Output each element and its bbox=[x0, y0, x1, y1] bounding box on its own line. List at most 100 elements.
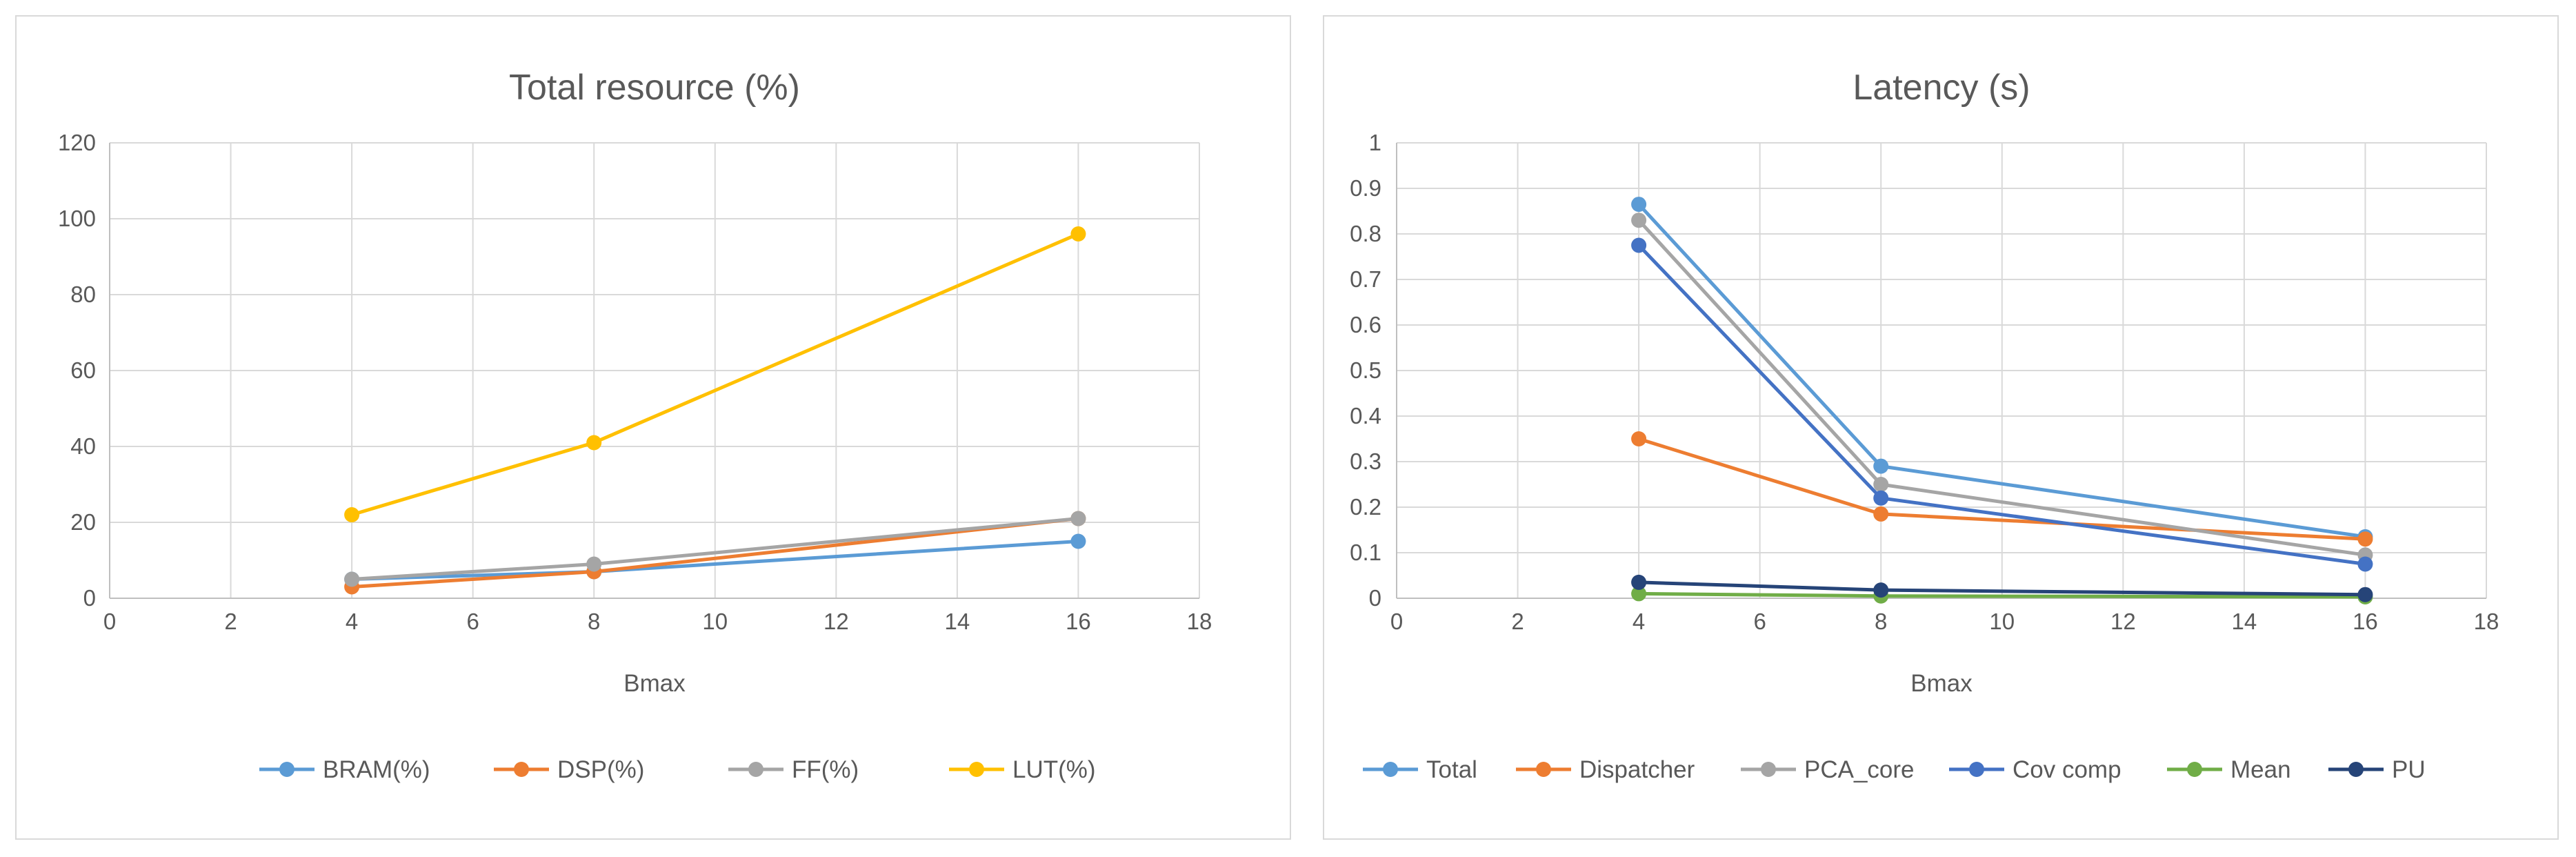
x-tick-label: 0 bbox=[103, 609, 116, 634]
y-tick-label: 80 bbox=[70, 282, 96, 307]
legend-swatch-marker bbox=[1383, 762, 1398, 777]
x-tick-label: 14 bbox=[2232, 609, 2257, 634]
x-tick-label: 4 bbox=[1633, 609, 1645, 634]
y-tick-label: 0 bbox=[1369, 585, 1381, 611]
legend-label: FF(%) bbox=[792, 756, 859, 783]
data-point-cov-comp bbox=[1631, 237, 1647, 253]
x-tick-label: 12 bbox=[2110, 609, 2136, 634]
legend-label: Cov comp bbox=[2013, 756, 2121, 783]
chart-latency: Latency (s) 0 0.1 0.2 0.3 0.4 0.5 0.6 0.7 0.8 0.9 1… bbox=[1350, 68, 2499, 783]
legend-item-dispatcher: Dispatcher bbox=[1516, 756, 1695, 783]
legend-swatch-marker bbox=[279, 762, 294, 777]
legend-item-cov-comp: Cov comp bbox=[1949, 756, 2121, 783]
data-point-dispatcher bbox=[2357, 531, 2373, 547]
y-tick-label: 0.8 bbox=[1350, 221, 1381, 246]
legend-item-pca-core: PCA_core bbox=[1741, 756, 1915, 783]
x-tick-label: 12 bbox=[823, 609, 849, 634]
x-tick-label: 6 bbox=[466, 609, 479, 634]
legend-label: PCA_core bbox=[1804, 756, 1915, 783]
legend-item-bram: BRAM(%) bbox=[259, 756, 430, 783]
data-point-ff bbox=[344, 571, 360, 587]
x-tick-label: 16 bbox=[1066, 609, 1091, 634]
legend-item-ff: FF(%) bbox=[728, 756, 859, 783]
legend-swatch-marker bbox=[2187, 762, 2202, 777]
x-tick-label: 4 bbox=[346, 609, 358, 634]
x-tick-label: 14 bbox=[945, 609, 970, 634]
legend-swatch-marker bbox=[514, 762, 529, 777]
data-point-dispatcher bbox=[1631, 431, 1647, 446]
legend-swatch-marker bbox=[1969, 762, 1984, 777]
y-tick-label: 0.2 bbox=[1350, 494, 1381, 520]
x-tick-label: 8 bbox=[1875, 609, 1887, 634]
data-point-bram bbox=[1070, 533, 1086, 549]
x-tick-label: 8 bbox=[588, 609, 600, 634]
chart-panel-total-resource: Total resource (%) 0 20 40 60 80 100 120 0 2 4 6 8 10… bbox=[15, 15, 1291, 840]
legend-label: PU bbox=[2392, 756, 2426, 783]
legend-item-total: Total bbox=[1363, 756, 1477, 783]
data-point-total bbox=[1631, 197, 1647, 213]
legend-item-dsp: DSP(%) bbox=[494, 756, 644, 783]
legend-label: Dispatcher bbox=[1579, 756, 1695, 783]
legend-item-mean: Mean bbox=[2167, 756, 2291, 783]
gridlines bbox=[110, 142, 1200, 598]
series-cov-comp bbox=[1631, 237, 2373, 572]
legend: Total Dispatcher PCA_core Cov comp Mean PU bbox=[1363, 756, 2426, 783]
legend-label: Mean bbox=[2230, 756, 2291, 783]
legend-swatch-marker bbox=[2348, 762, 2364, 777]
series-lut bbox=[344, 226, 1086, 522]
x-tick-label: 10 bbox=[1989, 609, 2015, 634]
y-tick-label: 0.3 bbox=[1350, 449, 1381, 474]
y-tick-label: 0 bbox=[83, 585, 96, 611]
y-tick-label: 0.9 bbox=[1350, 175, 1381, 201]
x-tick-label: 10 bbox=[702, 609, 728, 634]
data-point-pu bbox=[1873, 582, 1889, 598]
y-tick-label: 20 bbox=[70, 509, 96, 535]
y-tick-label: 0.7 bbox=[1350, 266, 1381, 292]
y-tick-label: 60 bbox=[70, 357, 96, 383]
legend-swatch-marker bbox=[1536, 762, 1551, 777]
data-point-ff bbox=[1070, 511, 1086, 526]
data-point-lut bbox=[344, 507, 360, 522]
x-axis-title: Bmax bbox=[1910, 670, 1973, 697]
legend-item-pu: PU bbox=[2328, 756, 2426, 783]
legend-label: LUT(%) bbox=[1012, 756, 1096, 783]
series-pu bbox=[1631, 574, 2373, 602]
data-point-lut bbox=[1070, 226, 1086, 242]
legend-label: BRAM(%) bbox=[323, 756, 430, 783]
chart-title: Latency (s) bbox=[1853, 68, 2030, 108]
data-point-pca-core bbox=[1873, 477, 1889, 492]
y-tick-label: 1 bbox=[1369, 130, 1381, 155]
x-tick-label: 2 bbox=[224, 609, 237, 634]
legend-swatch-marker bbox=[748, 762, 763, 777]
chart-panel-latency: Latency (s) 0 0.1 0.2 0.3 0.4 0.5 0.6 0.7 0.8 0.9 1… bbox=[1323, 15, 2559, 840]
data-point-pu bbox=[1631, 574, 1647, 590]
data-point-total bbox=[1873, 458, 1889, 474]
series-ff bbox=[344, 511, 1086, 587]
data-point-mean bbox=[1631, 586, 1647, 602]
legend-swatch-marker bbox=[969, 762, 984, 777]
legend-item-lut: LUT(%) bbox=[949, 756, 1096, 783]
data-point-dispatcher bbox=[1873, 506, 1889, 522]
x-tick-label: 2 bbox=[1511, 609, 1524, 634]
x-tick-label: 0 bbox=[1390, 609, 1403, 634]
x-tick-label: 6 bbox=[1753, 609, 1766, 634]
data-point-lut bbox=[586, 435, 602, 451]
y-tick-label: 0.4 bbox=[1350, 403, 1381, 428]
legend-swatch-marker bbox=[1761, 762, 1776, 777]
chart-total-resource: Total resource (%) 0 20 40 60 80 100 120 0 2 4 6 8 10… bbox=[58, 68, 1212, 783]
data-point-pu bbox=[2357, 587, 2373, 602]
x-tick-label: 16 bbox=[2353, 609, 2378, 634]
x-axis-title: Bmax bbox=[623, 670, 686, 697]
y-tick-label: 0.1 bbox=[1350, 540, 1381, 565]
y-tick-label: 0.6 bbox=[1350, 312, 1381, 337]
legend-label: Total bbox=[1426, 756, 1477, 783]
data-point-pca-core bbox=[1631, 213, 1647, 228]
data-point-ff bbox=[586, 556, 602, 572]
x-tick-label: 18 bbox=[1187, 609, 1212, 634]
data-point-cov-comp bbox=[1873, 490, 1889, 506]
x-tick-label: 18 bbox=[2474, 609, 2499, 634]
legend-label: DSP(%) bbox=[557, 756, 644, 783]
y-tick-label: 120 bbox=[58, 130, 96, 155]
legend: BRAM(%) DSP(%) FF(%) LUT(%) bbox=[259, 756, 1096, 783]
y-tick-label: 40 bbox=[70, 433, 96, 459]
